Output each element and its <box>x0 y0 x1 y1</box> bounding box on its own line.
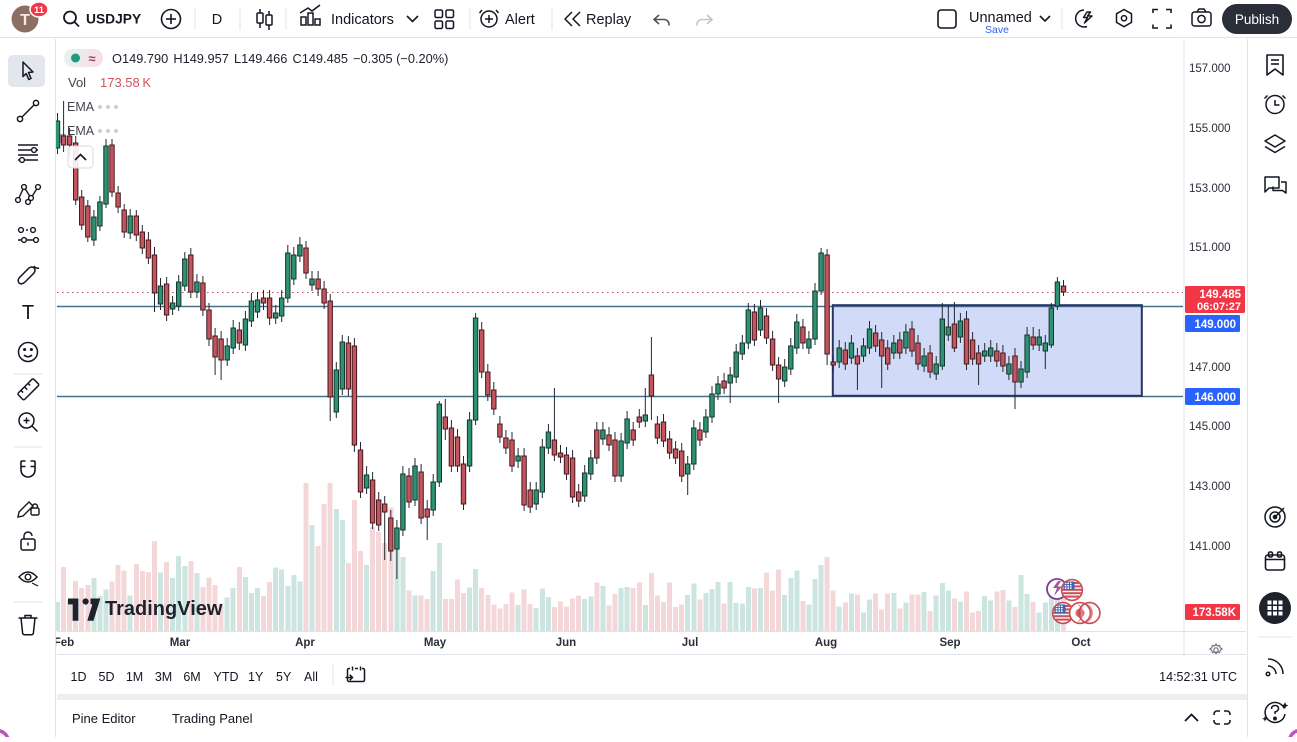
svg-text:Feb: Feb <box>54 637 74 649</box>
svg-text:Save: Save <box>985 24 1009 36</box>
svg-text:O149.790 H149.957 L149.466: O149.790 H149.957 L149.466 C149.485 −0.3… <box>112 51 448 66</box>
svg-text:145.000: 145.000 <box>1189 421 1231 433</box>
svg-text:155.000: 155.000 <box>1189 123 1231 135</box>
svg-text:149.000: 149.000 <box>1194 319 1236 331</box>
svg-text:YTD: YTD <box>214 670 239 684</box>
svg-text:6M: 6M <box>183 670 200 684</box>
svg-text:Publish: Publish <box>1235 12 1279 27</box>
svg-text:Trading Panel: Trading Panel <box>172 711 253 726</box>
svg-text:5Y: 5Y <box>276 670 292 684</box>
svg-text:D: D <box>212 12 222 28</box>
svg-text:Oct: Oct <box>1071 637 1090 649</box>
svg-text:146.000: 146.000 <box>1194 392 1236 404</box>
svg-text:151.000: 151.000 <box>1189 242 1231 254</box>
svg-text:141.000: 141.000 <box>1189 541 1231 553</box>
svg-text:153.000: 153.000 <box>1189 183 1231 195</box>
svg-text:Alert: Alert <box>505 12 535 28</box>
svg-text:USDJPY: USDJPY <box>86 12 141 27</box>
svg-text:3M: 3M <box>155 670 172 684</box>
svg-text:Sep: Sep <box>939 637 960 649</box>
svg-text:EMA: EMA <box>67 100 95 114</box>
svg-text:147.000: 147.000 <box>1189 362 1231 374</box>
svg-text:143.000: 143.000 <box>1189 481 1231 493</box>
svg-text:Jul: Jul <box>682 637 699 649</box>
svg-text:≈: ≈ <box>88 51 95 66</box>
svg-text:1M: 1M <box>126 670 143 684</box>
svg-text:1D: 1D <box>71 670 87 684</box>
svg-text:Apr: Apr <box>295 637 315 649</box>
svg-text:Jun: Jun <box>556 637 576 649</box>
svg-text:T: T <box>22 302 34 324</box>
svg-text:Replay: Replay <box>586 12 632 28</box>
svg-text:06:07:27: 06:07:27 <box>1197 301 1241 313</box>
svg-text:173.58 K: 173.58 K <box>100 75 151 90</box>
svg-text:157.000: 157.000 <box>1189 63 1231 75</box>
svg-text:TradingView: TradingView <box>105 598 223 620</box>
svg-text:Mar: Mar <box>170 637 191 649</box>
svg-text:173.58K: 173.58K <box>1193 607 1237 619</box>
svg-text:T: T <box>20 12 30 29</box>
svg-text:149.485: 149.485 <box>1199 289 1241 301</box>
svg-text:Vol: Vol <box>68 75 86 90</box>
svg-text:Indicators: Indicators <box>331 12 394 28</box>
svg-text:5D: 5D <box>99 670 115 684</box>
svg-text:1Y: 1Y <box>248 670 264 684</box>
svg-text:Pine Editor: Pine Editor <box>72 711 136 726</box>
svg-text:14:52:31 UTC: 14:52:31 UTC <box>1159 670 1237 684</box>
svg-text:EMA: EMA <box>67 124 95 138</box>
svg-text:Aug: Aug <box>815 637 837 649</box>
svg-text:All: All <box>304 670 318 684</box>
svg-text:11: 11 <box>34 5 45 16</box>
svg-text:May: May <box>424 637 447 649</box>
